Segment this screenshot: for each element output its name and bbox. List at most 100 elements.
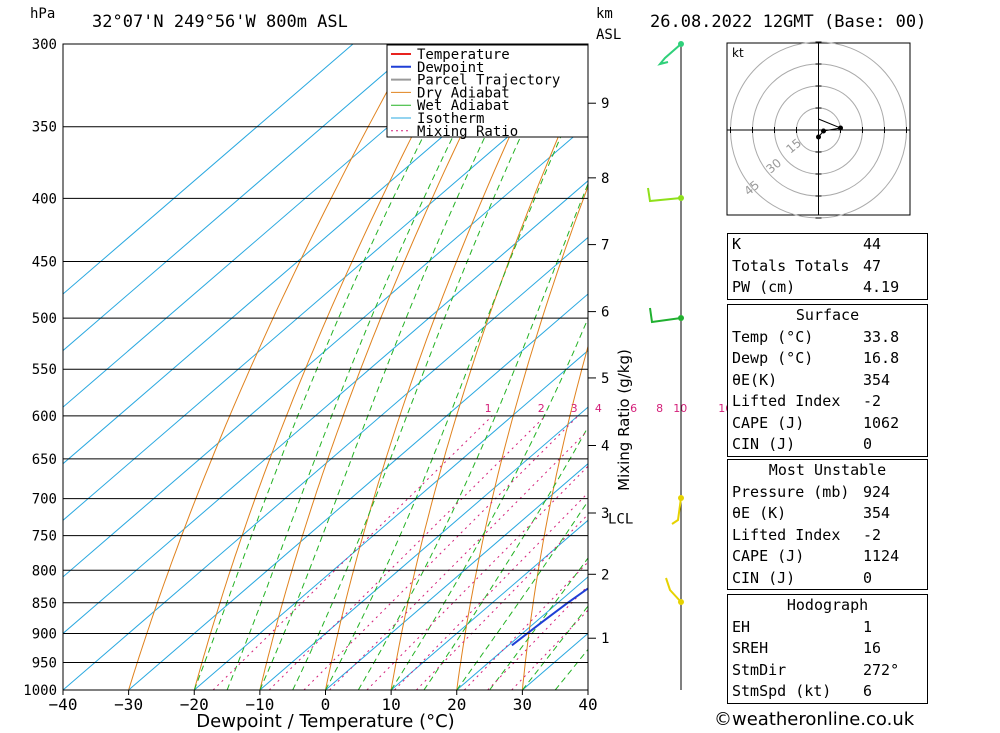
wind-barb: [665, 577, 682, 603]
pw-row: PW (cm) 4.19: [732, 278, 900, 296]
isotherm-line: [63, 180, 588, 635]
legend-label: Dewpoint: [417, 60, 484, 76]
hodograph-point: [816, 134, 821, 140]
hodograph-point: [838, 125, 843, 131]
wind-dot: [678, 495, 684, 501]
isotherm-line: [63, 236, 588, 690]
height-tick-label: 7: [601, 238, 609, 254]
mixing-ratio-label: 10: [673, 402, 687, 415]
height-tick-label: 9: [601, 96, 609, 112]
wet-adiabat-line: [423, 426, 588, 690]
mixing-ratio-line: [366, 465, 588, 690]
dry-adiabat-line: [128, 44, 414, 690]
totals-row: Totals Totals 47: [732, 256, 882, 275]
wet-adiabat-line: [325, 73, 588, 690]
wind-dot: [678, 41, 684, 47]
wet-adiabat-line: [193, 44, 472, 690]
hodograph-table: Hodograph EH 1 SREH 16 StmDir 272° StmSpd (…: [727, 594, 928, 704]
wet-adiabat-line: [292, 44, 565, 690]
pressure-tick-label: 400: [32, 191, 57, 207]
x-tick-label: −10: [245, 695, 274, 714]
height-tick-label: 3: [601, 506, 609, 522]
pressure-tick-label: 650: [32, 452, 57, 468]
isotherm-line: [63, 44, 419, 352]
datetime-title: 26.08.2022 12GMT (Base: 00): [650, 12, 927, 32]
isotherm-line: [259, 406, 588, 690]
height-tick-label: 2: [601, 567, 609, 583]
lcl-label: LCL: [608, 512, 633, 528]
wet-adiabat-line: [259, 44, 531, 690]
dry-adiabat-line: [521, 344, 588, 690]
isotherm-line: [128, 293, 588, 690]
legend-label: Mixing Ratio: [417, 124, 518, 140]
isotherm-line: [390, 519, 588, 690]
mixing-ratio-label: 4: [595, 402, 602, 415]
legend-label: Temperature: [417, 47, 510, 63]
wind-barb: [657, 43, 682, 66]
pressure-tick-label: 900: [32, 626, 57, 642]
k-index-row: K 44: [732, 235, 882, 253]
wet-adiabat-line: [456, 500, 588, 690]
isotherm-line: [193, 349, 588, 690]
pressure-tick-label: 500: [32, 311, 57, 327]
dry-adiabat-line: [966, 44, 1000, 690]
location-title: 32°07'N 249°56'W 800m ASL: [92, 12, 348, 32]
isotherm-line: [63, 44, 485, 408]
x-tick-label: 30: [513, 695, 532, 714]
indices-table: K 44 Totals Totals 47 PW (cm) 4.19: [727, 233, 928, 300]
legend-label: Isotherm: [417, 111, 484, 127]
height-tick-label: 5: [601, 371, 609, 387]
surface-table: Surface Temp (°C) 33.8 Dewp (°C) 16.8 θE(K…: [727, 304, 928, 457]
legend-box: [386, 44, 589, 138]
legend-label: Wet Adiabat: [417, 98, 510, 114]
hodograph-title: Hodograph: [786, 596, 869, 614]
x-tick-label: −40: [49, 695, 78, 714]
wet-adiabat-line: [226, 44, 500, 690]
isotherm-line: [63, 44, 551, 465]
mixing-ratio-label: 8: [656, 402, 663, 415]
wind-barb: [671, 497, 682, 525]
x-tick-label: −30: [114, 695, 143, 714]
mixing-ratio-line: [268, 415, 546, 690]
isotherm-line: [63, 67, 588, 521]
mixing-ratio-label: 1: [485, 402, 492, 415]
height-tick-label: 1: [601, 631, 609, 647]
km-unit: km: [596, 6, 613, 22]
pressure-tick-label: 850: [32, 596, 57, 612]
isotherm-line: [325, 463, 588, 690]
x-tick-label: −20: [180, 695, 209, 714]
dry-adiabat-line: [587, 682, 588, 690]
pressure-tick-label: 600: [32, 409, 57, 425]
pressure-tick-label: 1000: [23, 683, 57, 699]
isotherm-line: [63, 44, 354, 295]
height-tick-label: 8: [601, 171, 609, 187]
pressure-tick-label: 750: [32, 529, 57, 545]
credit-link[interactable]: ©weatheronline.co.uk: [714, 709, 915, 730]
mixing-ratio-line: [329, 429, 588, 690]
wind-dot: [678, 315, 684, 321]
mixing-ratio-line: [303, 415, 579, 690]
wind-dot: [678, 599, 684, 605]
x-tick-label: 10: [381, 695, 400, 714]
x-tick-label: 0: [321, 695, 331, 714]
mixing-ratio-label: 2: [538, 402, 545, 415]
most-unstable-title: Most Unstable: [768, 461, 887, 479]
legend-label: Dry Adiabat: [417, 85, 510, 101]
pressure-tick-label: 450: [32, 255, 57, 271]
asl-unit: ASL: [596, 27, 622, 43]
x-tick-label: 40: [578, 695, 597, 714]
isotherm-line: [456, 576, 588, 690]
dry-adiabat-line: [259, 44, 507, 690]
surface-title: Surface: [795, 306, 860, 324]
hodograph-point: [821, 128, 826, 134]
mixing-ratio-label: 3: [571, 402, 578, 415]
wet-adiabat-line: [522, 605, 588, 690]
pressure-tick-label: 700: [32, 492, 57, 508]
hpa-unit: hPa: [30, 6, 56, 22]
pressure-tick-label: 950: [32, 655, 57, 671]
mixing-ratio-line: [394, 492, 588, 690]
isotherm-line: [63, 123, 588, 578]
pressure-tick-label: 550: [32, 362, 57, 378]
legend-label: Parcel Trajectory: [417, 73, 560, 89]
